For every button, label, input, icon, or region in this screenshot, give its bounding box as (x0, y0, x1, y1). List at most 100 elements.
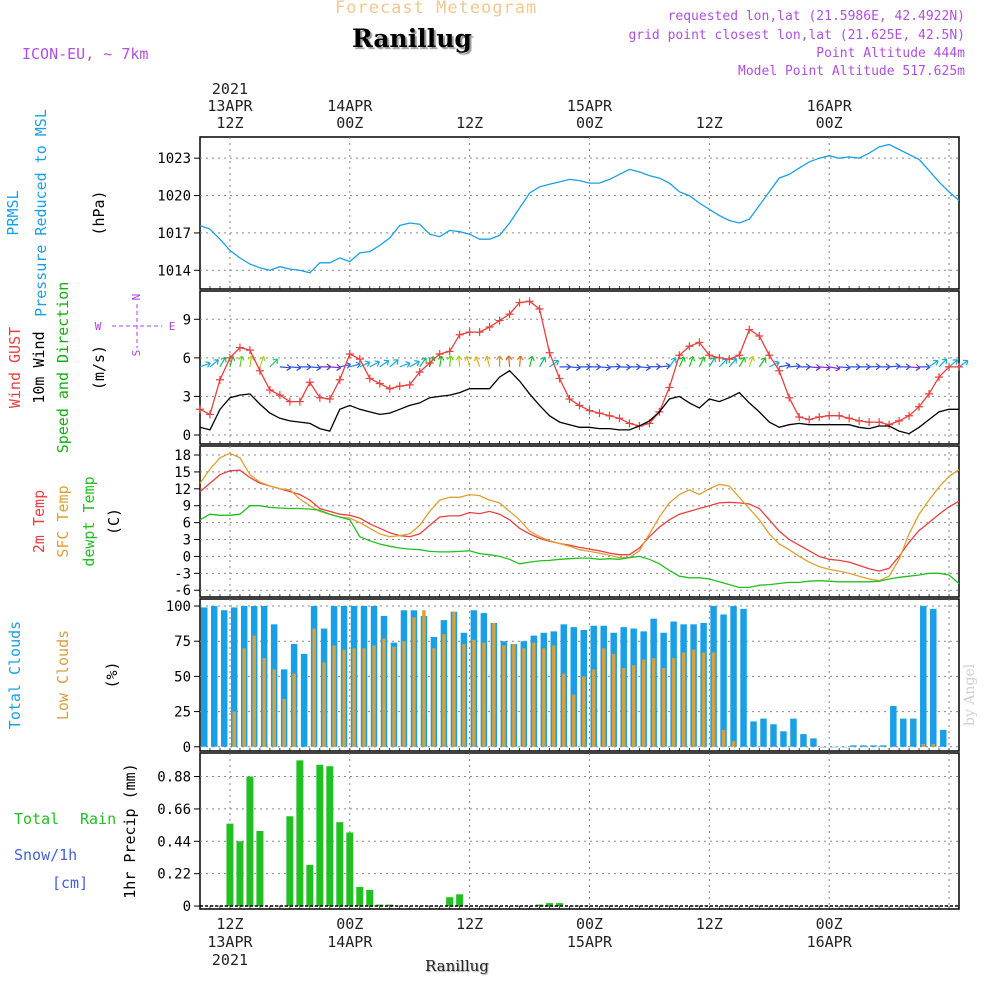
total-cloud-bar (920, 606, 927, 747)
temperature-axis-label: (C) (105, 508, 123, 535)
wind-gust-point (415, 368, 424, 376)
pressure-axis-label: PRMSL (4, 190, 22, 235)
wind-direction-arrow (209, 359, 219, 368)
wind-gust-point (625, 419, 634, 428)
wind-gust-point (895, 416, 904, 425)
low-cloud-bar (452, 611, 456, 747)
temperature-axis-label: 2m Temp (30, 490, 48, 553)
total-cloud-bar (780, 731, 787, 747)
wind-direction-arrow (516, 355, 524, 367)
wind-gust-point (375, 379, 384, 388)
wind-direction-arrow (505, 355, 513, 367)
wind-gust-point (955, 362, 963, 371)
pressure-axis-label: (hPa) (90, 190, 108, 235)
low-cloud-bar (472, 639, 476, 747)
compass-north: N (130, 294, 143, 301)
wind-gust-point (515, 298, 524, 307)
wind-direction-arrow (829, 364, 841, 372)
wind-gust-point (455, 330, 464, 339)
total-cloud-bar (820, 746, 827, 748)
wind-gust-point (235, 343, 244, 352)
wind-direction-arrow (678, 356, 686, 368)
wind-gust-point (335, 375, 344, 384)
wind-gust-point (385, 384, 394, 393)
low-cloud-bar (711, 652, 716, 747)
wind-axis-label: 10m Wind (30, 331, 48, 403)
footer-location: Ranillug (425, 957, 489, 975)
temperature-ytick-label: 18 (174, 448, 191, 464)
bottom-time-label: 12Z (216, 915, 243, 933)
low-cloud-bar (312, 628, 316, 747)
wind-gust-point (905, 411, 914, 420)
clouds-axis-label: (%) (103, 661, 121, 688)
rain-bar (226, 823, 234, 907)
wind-direction-arrow (779, 362, 791, 370)
low-cloud-bar (412, 617, 416, 747)
temperature-axis-label: dewpt Temp (80, 476, 98, 566)
total-cloud-bar (790, 718, 797, 747)
low-cloud-bar (342, 649, 346, 747)
wind-direction-arrow (539, 356, 547, 368)
chart-title: Forecast Meteogram (335, 0, 538, 18)
low-cloud-bar (262, 658, 266, 747)
wind-direction-arrow (768, 360, 780, 368)
low-cloud-bar (272, 669, 276, 747)
wind-ytick-label: 0 (183, 428, 191, 444)
bottom-time-label: 12Z (696, 915, 723, 933)
precip-axis-label: 1hr Precip (mm) (121, 763, 139, 898)
low-cloud-bar (921, 743, 926, 747)
wind-gust-point (365, 374, 374, 383)
wind-direction-arrow (379, 359, 390, 368)
low-cloud-bar (512, 644, 516, 747)
pressure-axis-label: Pressure Reduced to MSL (32, 109, 50, 317)
top-time-label: 00Z (816, 114, 843, 132)
low-cloud-bar (691, 649, 696, 747)
bottom-time-label: 00Z (576, 915, 603, 933)
total-cloud-bar (910, 718, 917, 747)
temperature-frame (199, 445, 960, 598)
rain-bar (356, 886, 364, 907)
wind-gust-point (245, 346, 254, 355)
total-cloud-bar (220, 610, 228, 747)
low-cloud-bar (402, 641, 406, 747)
top-time-label: 00Z (576, 114, 603, 132)
low-cloud-bar (362, 648, 366, 747)
total-cloud-bar (940, 729, 947, 747)
low-cloud-bar (671, 658, 676, 747)
wind-gust-point (196, 405, 204, 414)
low-cloud-bar (542, 648, 546, 747)
rain-bar (556, 903, 564, 907)
wind-direction-arrow (958, 359, 969, 368)
low-cloud-bar (591, 669, 596, 747)
wind-direction-arrow (199, 361, 211, 368)
temp-2m-line (199, 469, 960, 572)
total-cloud-bar (800, 734, 807, 747)
location-title: Ranillug (352, 24, 472, 53)
rain-bar (326, 766, 334, 907)
wind-direction-arrow (698, 356, 706, 368)
wind-gust-point (685, 342, 694, 351)
wind-direction-arrow (668, 357, 677, 368)
bottom-time-label: 12Z (456, 915, 483, 933)
top-time-label: 12Z (216, 114, 243, 132)
wind-gust-point (855, 416, 864, 425)
low-cloud-bar (432, 648, 436, 747)
low-cloud-bar (492, 622, 496, 747)
clouds-ytick-label: 25 (174, 705, 191, 721)
temperature-ytick-label: 3 (183, 533, 191, 549)
rain-bar (546, 903, 554, 907)
wind-direction-arrow (269, 358, 279, 368)
wind-gust-point (205, 410, 214, 419)
wind-direction-arrow (464, 355, 472, 368)
wind-gust-point (575, 401, 584, 410)
precip-ytick-label: 0.88 (157, 770, 191, 786)
precip-label-total: Total (14, 810, 59, 828)
wind-direction-arrow (446, 355, 454, 367)
total-cloud-bar (720, 614, 727, 747)
total-cloud-bar (860, 745, 867, 747)
wind-axis-label: Wind GUST (6, 327, 24, 408)
wind-direction-arrow (455, 355, 463, 367)
clouds-axis-label: Total Clouds (6, 621, 24, 729)
total-cloud-bar (830, 746, 837, 748)
low-cloud-bar (701, 652, 706, 747)
